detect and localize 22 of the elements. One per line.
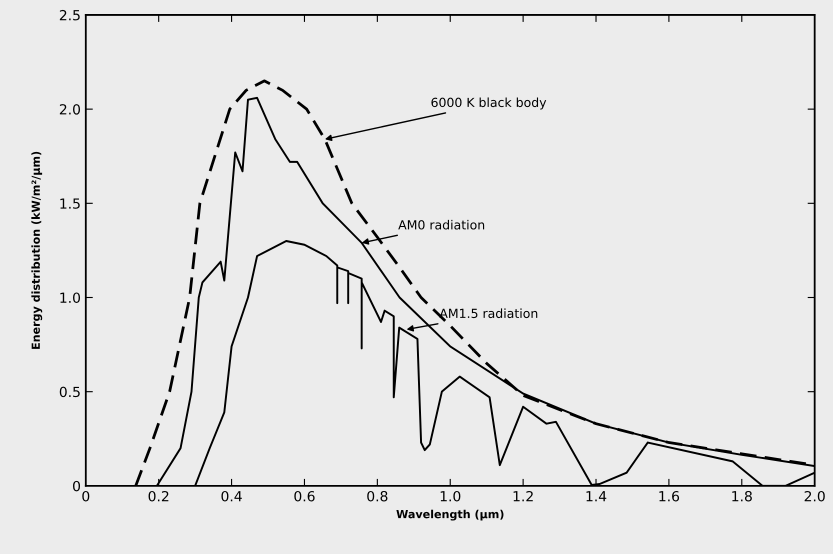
y-tick-label: 2.5	[60, 10, 80, 20]
y-axis-title: Energy distribution (kW/m²/μm)	[31, 152, 42, 349]
x-tick-label: 0.2	[148, 490, 168, 502]
x-tick-label: 0.8	[367, 490, 388, 502]
x-tick-label: 0	[82, 490, 90, 502]
annotation: 6000 K black body	[431, 97, 546, 110]
y-tick-label: 0.5	[60, 386, 80, 398]
x-tick-label: 2.0	[804, 490, 825, 502]
y-tick-label: 1.0	[60, 292, 80, 303]
y-tick-label: 2.0	[60, 104, 80, 115]
annotation: AM0 radiation	[398, 220, 484, 230]
x-tick-label: 1.2	[514, 490, 533, 502]
y-tick-label: 1.5	[60, 198, 80, 209]
x-axis-title: Wavelength (μm)	[396, 510, 504, 521]
x-tick-label: 0.4	[221, 490, 242, 502]
y-tick-label: 0	[73, 480, 80, 492]
x-tick-label: 1.0	[440, 490, 460, 502]
annotation: AM1.5 radiation	[439, 308, 538, 318]
x-tick-label: 0.6	[294, 490, 315, 502]
x-tick-label: 1.8	[732, 490, 752, 502]
x-tick-label: 1.4	[586, 491, 606, 502]
x-tick-label: 1.6	[659, 490, 680, 502]
